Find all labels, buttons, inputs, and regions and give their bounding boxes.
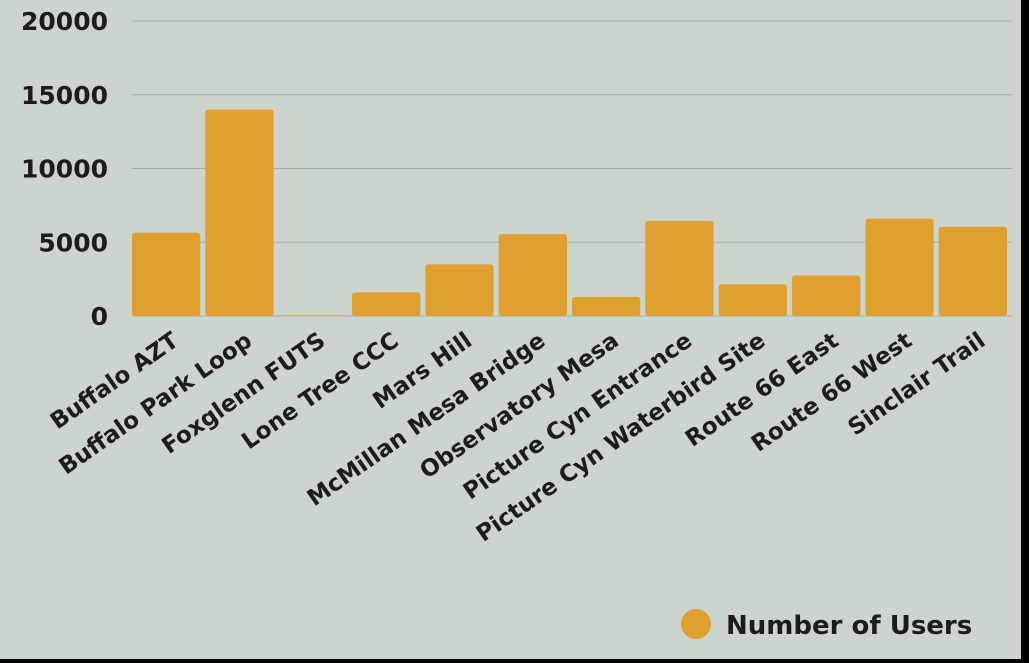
y-tick-label: 10000 [21, 155, 108, 184]
bar [425, 264, 494, 316]
bar [498, 234, 567, 316]
y-tick-label: 0 [91, 302, 108, 331]
bar [572, 296, 641, 316]
bar [792, 275, 861, 316]
legend-swatch [681, 609, 711, 639]
y-axis-ticks: 0 5000 10000 15000 20000 [21, 7, 108, 331]
bar [645, 220, 714, 316]
bar [865, 218, 934, 316]
y-tick-label: 20000 [21, 7, 108, 36]
bar [132, 232, 201, 316]
bar [938, 226, 1007, 316]
legend: Number of Users [681, 609, 972, 641]
bar [718, 284, 787, 316]
y-tick-label: 5000 [38, 228, 108, 257]
bar [278, 315, 347, 316]
legend-label: Number of Users [726, 611, 972, 641]
bars [132, 109, 1007, 316]
y-tick-label: 15000 [21, 81, 108, 110]
bar [352, 292, 421, 316]
bar [205, 109, 274, 316]
